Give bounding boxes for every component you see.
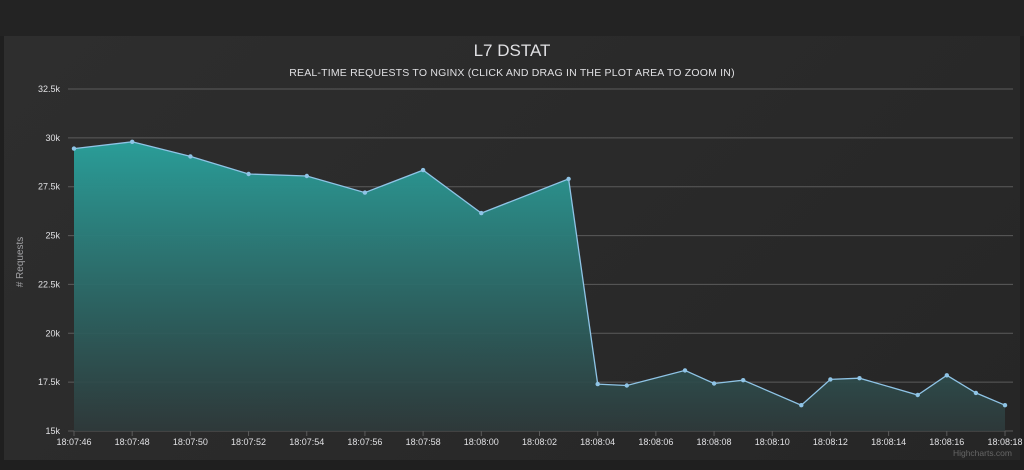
area-fill	[74, 141, 1005, 432]
y-tick-label: 17.5k	[38, 377, 61, 387]
data-point[interactable]	[566, 176, 571, 182]
data-point[interactable]	[741, 378, 746, 383]
x-tick-label: 18:07:46	[56, 437, 91, 447]
y-tick-label: 25k	[45, 231, 60, 241]
series-points	[71, 139, 1008, 408]
x-tick-label: 18:08:06	[638, 437, 673, 447]
x-tick-label: 18:08:12	[813, 437, 848, 447]
data-point[interactable]	[420, 167, 426, 173]
x-tick-label: 18:08:18	[987, 437, 1022, 447]
x-tick-label: 18:07:50	[173, 437, 208, 447]
data-point[interactable]	[973, 390, 979, 396]
chart-title: L7 DSTAT	[474, 41, 551, 60]
data-point[interactable]	[71, 146, 77, 151]
data-point[interactable]	[362, 190, 368, 195]
x-tick-label: 18:08:16	[929, 437, 964, 447]
data-point[interactable]	[944, 373, 949, 378]
data-point[interactable]	[828, 377, 833, 382]
series-area	[73, 141, 1006, 432]
x-tick-label: 18:08:04	[580, 437, 615, 447]
chart-subtitle: REAL-TIME REQUESTS TO NGINX (CLICK AND D…	[289, 67, 735, 79]
data-point[interactable]	[915, 392, 920, 398]
data-point[interactable]	[682, 368, 688, 373]
data-point[interactable]	[188, 154, 193, 159]
x-tick-label: 18:07:58	[406, 437, 441, 447]
credits-link[interactable]: Highcharts.com	[953, 448, 1012, 458]
x-tick-label: 18:07:48	[115, 437, 150, 447]
x-tick-label: 18:08:02	[522, 437, 557, 447]
y-tick-label: 30k	[45, 133, 60, 143]
data-point[interactable]	[1002, 403, 1008, 408]
data-point[interactable]	[304, 173, 309, 179]
data-point[interactable]	[799, 403, 804, 408]
data-point[interactable]	[624, 383, 629, 388]
x-tick-label: 18:07:54	[289, 437, 324, 447]
y-tick-label: 15k	[45, 426, 60, 436]
x-axis-ticks: 18:07:46 18:07:48 18:07:50 18:07:52 18:07:54…	[56, 431, 1023, 447]
data-point[interactable]	[711, 381, 717, 386]
bottom-bar	[0, 460, 1024, 470]
top-bar	[0, 0, 1024, 36]
y-tick-label: 32.5k	[38, 84, 61, 94]
y-axis-title: # Requests	[15, 237, 26, 288]
y-tick-label: 20k	[45, 328, 60, 338]
x-tick-label: 18:07:56	[347, 437, 382, 447]
data-point[interactable]	[595, 381, 600, 387]
x-tick-label: 18:08:08	[697, 437, 732, 447]
data-point[interactable]	[857, 376, 862, 381]
x-tick-label: 18:08:10	[755, 437, 790, 447]
x-tick-label: 18:08:14	[871, 437, 906, 447]
data-point[interactable]	[130, 139, 135, 144]
data-point[interactable]	[246, 171, 251, 177]
y-axis-ticks: 15k 17.5k 20k 22.5k 25k 27.5k 30k 32.5k	[38, 84, 61, 436]
x-tick-label: 18:08:00	[464, 437, 499, 447]
y-tick-label: 27.5k	[38, 182, 61, 192]
x-tick-label: 18:07:52	[231, 437, 266, 447]
data-point[interactable]	[479, 210, 484, 216]
y-tick-label: 22.5k	[38, 279, 61, 289]
